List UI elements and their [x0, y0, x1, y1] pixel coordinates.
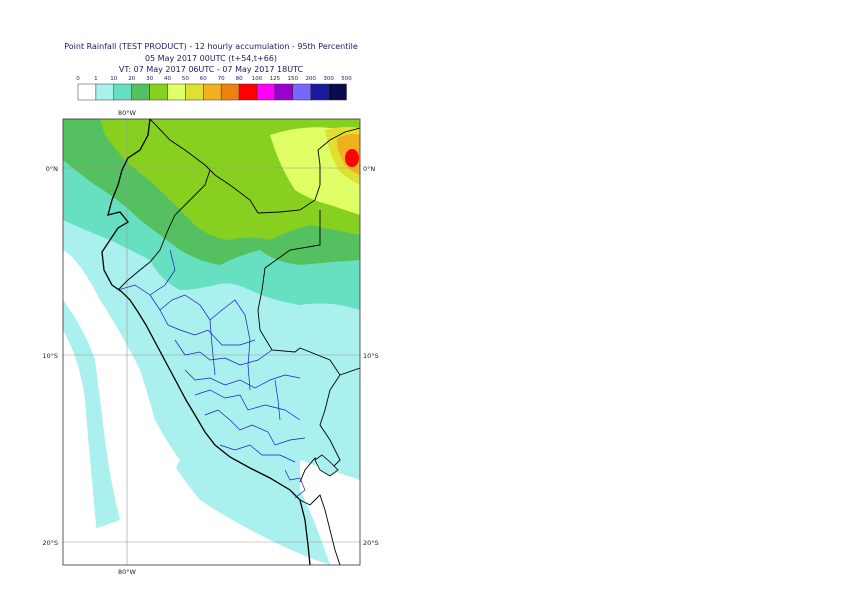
country-border	[339, 367, 360, 376]
legend-threshold-label: 200	[305, 76, 316, 82]
legend-threshold-label: 20	[128, 76, 135, 82]
lat-label-left: 20°S	[42, 539, 58, 547]
coastline	[101, 119, 311, 565]
map-border	[62, 118, 361, 566]
lat-label-left: 10°S	[42, 352, 58, 360]
country-border	[149, 119, 360, 214]
color-legend: 0 1 10 20 30 40 50 60 70 80 100 125 150 200 300 500	[76, 76, 352, 101]
legend-threshold-label: 125	[270, 76, 281, 82]
legend-threshold-label: 10	[110, 76, 117, 82]
legend-threshold-label: 70	[218, 76, 225, 82]
country-border	[299, 494, 341, 565]
rain-field-80mm	[345, 149, 359, 167]
legend-threshold-label: 150	[288, 76, 299, 82]
legend-threshold-label: 40	[164, 76, 171, 82]
map-title: Point Rainfall (TEST PRODUCT) - 12 hourl…	[64, 42, 358, 51]
dry-patch	[63, 250, 330, 565]
legend-threshold-label: 80	[236, 76, 243, 82]
legend-threshold-label: 0	[76, 76, 80, 82]
legend-threshold-label: 100	[252, 76, 263, 82]
lon-label-bottom: 80°W	[118, 568, 137, 576]
lat-label-left: 0°N	[46, 165, 58, 173]
run-time-subtitle: 05 May 2017 00UTC (t+54,t+66)	[144, 54, 278, 63]
lat-label-right: 10°S	[363, 352, 379, 360]
dry-patch	[300, 460, 360, 565]
legend-threshold-label: 60	[200, 76, 207, 82]
dry-patch	[118, 350, 180, 470]
legend-threshold-label: 1	[94, 76, 98, 82]
valid-time-subtitle: VT: 07 May 2017 06UTC - 07 May 2017 18UT…	[118, 65, 304, 74]
lat-label-right: 20°S	[363, 539, 379, 547]
region-borders	[117, 249, 306, 499]
lake	[314, 454, 339, 477]
legend-threshold-label: 30	[146, 76, 153, 82]
country-border	[117, 169, 211, 291]
lat-label-right: 0°N	[363, 165, 375, 173]
legend-threshold-label: 300	[323, 76, 334, 82]
legend-threshold-label: 50	[182, 76, 189, 82]
dry-patch	[63, 330, 100, 565]
lon-label-top: 80°W	[118, 109, 137, 117]
legend-swatch	[328, 83, 347, 101]
legend-threshold-label: 500	[341, 76, 352, 82]
